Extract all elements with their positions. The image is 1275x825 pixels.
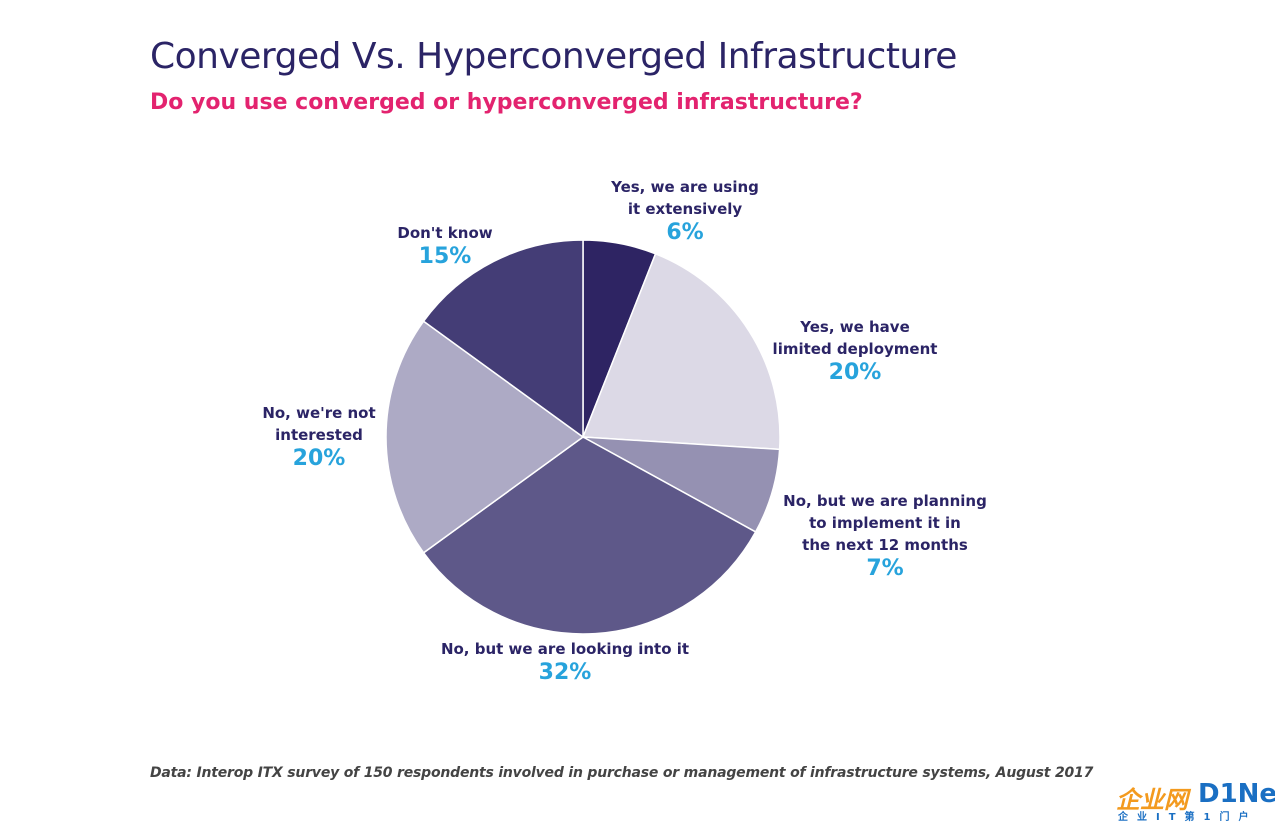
slice-label-text: Yes, we are using — [611, 178, 759, 196]
logo-text-cn: 企业网 — [1116, 786, 1188, 814]
slice-label-text: the next 12 months — [802, 536, 968, 554]
slice-label-text: No, we're not — [262, 404, 376, 422]
slice-label-text: limited deployment — [772, 340, 938, 358]
slice-value-label: 15% — [418, 244, 472, 269]
chart-title: Converged Vs. Hyperconverged Infrastruct… — [150, 36, 957, 77]
slice-value-label: 7% — [866, 556, 904, 581]
pie-slice-looking-into-it — [422, 436, 757, 635]
data-source-note: Data: Interop ITX survey of 150 responde… — [150, 765, 1094, 781]
chart-subtitle: Do you use converged or hyperconverged i… — [150, 90, 863, 115]
slice-label-text: it extensively — [627, 200, 743, 218]
slice-label-looking-into-it: No, but we are looking into it 32% — [415, 638, 715, 686]
d1net-logo: 企业网 D1Net 企业IT第1门户 — [1112, 778, 1275, 823]
slice-value-label: 32% — [538, 660, 592, 685]
slice-label-text: to implement it in — [809, 514, 961, 532]
logo-tagline: 企业IT第1门户 — [1118, 812, 1258, 823]
slice-label-dont-know: Don't know 15% — [370, 222, 520, 270]
slice-label-not-interested: No, we're not interested 20% — [240, 402, 398, 472]
slice-label-text: No, but we are planning — [783, 492, 987, 510]
logo-text-en: D1Net — [1198, 779, 1275, 809]
pie-slice-not-interested — [385, 320, 585, 554]
slice-value-label: 20% — [292, 446, 346, 471]
pie-slice-dont-know — [422, 239, 584, 439]
slice-label-text: Don't know — [397, 224, 493, 242]
slice-label-text: No, but we are looking into it — [440, 640, 690, 658]
slice-label-text: interested — [275, 426, 363, 444]
pie-slice-limited-deployment — [581, 252, 781, 451]
slice-label-text: Yes, we have — [800, 318, 910, 336]
slice-label-planning: No, but we are planning to implement it … — [770, 490, 1000, 582]
slice-value-label: 20% — [828, 360, 882, 385]
slice-label-using-extensively: Yes, we are using it extensively 6% — [590, 176, 780, 246]
slice-value-label: 6% — [666, 220, 704, 245]
slice-label-limited-deployment: Yes, we have limited deployment 20% — [760, 316, 950, 386]
